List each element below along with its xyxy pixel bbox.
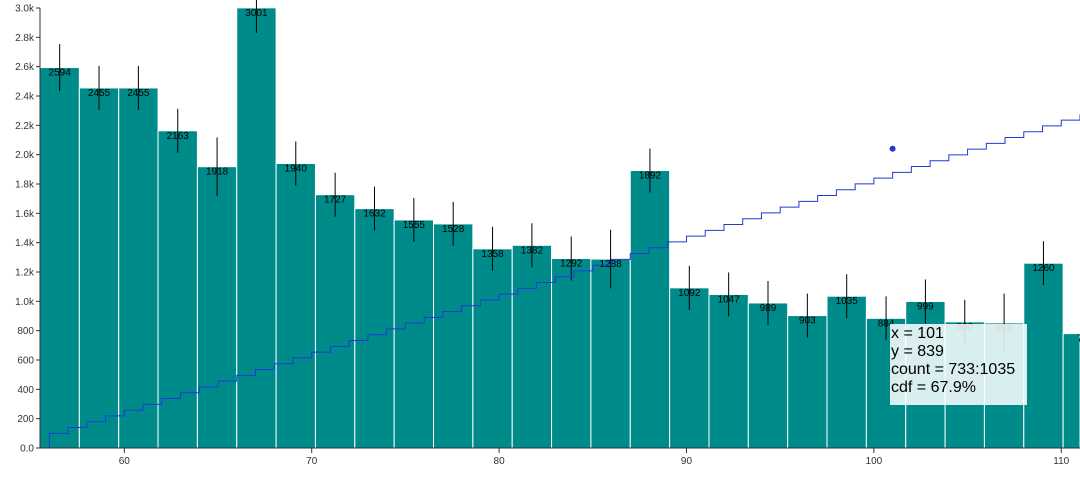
y-tick-label-13: 2.6k <box>15 62 35 73</box>
bar-10[interactable] <box>433 223 474 449</box>
y-tick-label-3: 600 <box>17 356 34 367</box>
bar-25[interactable] <box>1023 262 1064 449</box>
bar-1[interactable] <box>78 87 120 449</box>
bars-layer <box>39 7 1080 449</box>
bar-label-15: 1892 <box>639 171 662 182</box>
y-tick-label-2: 400 <box>17 385 34 396</box>
y-tick-label-14: 2.8k <box>15 33 35 44</box>
cdf-highlight-point[interactable] <box>889 145 896 152</box>
bar-label-2: 2455 <box>127 88 150 99</box>
bar-15[interactable] <box>629 170 671 449</box>
x-tick-label-1: 70 <box>306 456 318 467</box>
y-tick-label-0: 0.0 <box>20 444 34 455</box>
y-tick-label-10: 2.0k <box>15 150 35 161</box>
bar-18[interactable] <box>747 302 789 449</box>
bar-label-19: 903 <box>799 316 816 327</box>
bar-label-26: 78 <box>1077 334 1080 345</box>
y-tick-label-5: 1.0k <box>15 297 35 308</box>
hover-tooltip: x = 101 y = 839 count = 733:1035 cdf = 6… <box>890 324 1027 405</box>
y-tick-label-15: 3.0k <box>15 4 35 15</box>
bar-7[interactable] <box>314 194 356 449</box>
bar-16[interactable] <box>669 287 710 449</box>
bar-label-16: 1092 <box>678 288 701 299</box>
y-tick-label-9: 1.8k <box>15 180 35 191</box>
y-tick-label-12: 2.4k <box>15 92 35 103</box>
bar-0[interactable] <box>39 67 80 449</box>
bar-label-5: 3001 <box>245 8 268 19</box>
bar-label-8: 1632 <box>363 209 386 220</box>
bar-5[interactable] <box>236 7 277 449</box>
bar-3[interactable] <box>157 130 198 449</box>
x-axis: 60 70 80 90 100 110 <box>40 447 1080 467</box>
y-tick-label-6: 1.2k <box>15 268 35 279</box>
x-tick-label-3: 90 <box>681 456 693 467</box>
y-tick-label-1: 200 <box>17 414 34 425</box>
bar-labels-layer: 2594 2455 2455 2163 1918 3001 1940 1727 1632 1555… <box>49 8 1080 345</box>
bar-label-22: 999 <box>917 301 934 312</box>
bar-label-21: 884 <box>878 318 895 329</box>
y-tick-label-11: 2.2k <box>15 121 35 132</box>
error-bars-layer <box>59 0 1044 353</box>
bar-label-9: 1555 <box>403 220 426 231</box>
bar-17[interactable] <box>708 293 749 449</box>
bar-label-0: 2594 <box>49 68 72 79</box>
bar-19[interactable] <box>787 315 828 449</box>
bar-2[interactable] <box>118 87 159 449</box>
bar-label-18: 989 <box>760 303 777 314</box>
bar-label-13: 1292 <box>560 259 583 270</box>
bar-6[interactable] <box>275 162 316 449</box>
y-tick-label-8: 1.6k <box>15 209 35 220</box>
x-tick-label-4: 100 <box>866 456 883 467</box>
bar-13[interactable] <box>551 258 592 449</box>
bar-label-4: 1918 <box>206 167 229 178</box>
tooltip-cdf: cdf = 67.9% <box>891 379 976 396</box>
bar-label-17: 1047 <box>718 294 741 305</box>
bar-label-1: 2455 <box>88 88 111 99</box>
tooltip-y: y = 839 <box>891 343 944 360</box>
y-tick-label-4: 800 <box>17 326 34 337</box>
bar-label-11: 1358 <box>481 249 504 260</box>
tooltip-count: count = 733:1035 <box>891 361 1016 378</box>
x-tick-label-5: 110 <box>1053 456 1069 467</box>
bar-label-10: 1528 <box>442 224 465 235</box>
bar-26[interactable] <box>1062 333 1080 449</box>
bar-label-14: 1288 <box>599 259 622 270</box>
x-tick-label-0: 60 <box>119 456 131 467</box>
bar-8[interactable] <box>354 208 395 449</box>
bar-label-3: 2163 <box>167 131 190 142</box>
bar-20[interactable] <box>826 295 867 449</box>
bar-label-25: 1260 <box>1032 263 1055 274</box>
y-axis: 0.0 200 400 600 800 1.0k 1.2k 1.4k 1.6k 1.8k 2.0k 2… <box>15 4 41 455</box>
bar-9[interactable] <box>393 219 435 449</box>
y-tick-label-7: 1.4k <box>15 238 35 249</box>
bar-4[interactable] <box>196 166 238 449</box>
bar-label-20: 1035 <box>836 296 859 307</box>
bar-label-7: 1727 <box>324 195 347 206</box>
x-tick-label-2: 80 <box>494 456 506 467</box>
bar-label-6: 1940 <box>285 163 308 174</box>
bar-11[interactable] <box>472 248 513 449</box>
bar-12[interactable] <box>511 244 553 449</box>
tooltip-x: x = 101 <box>891 325 944 342</box>
bar-label-12: 1382 <box>521 245 544 256</box>
cdf-line <box>41 114 1080 449</box>
